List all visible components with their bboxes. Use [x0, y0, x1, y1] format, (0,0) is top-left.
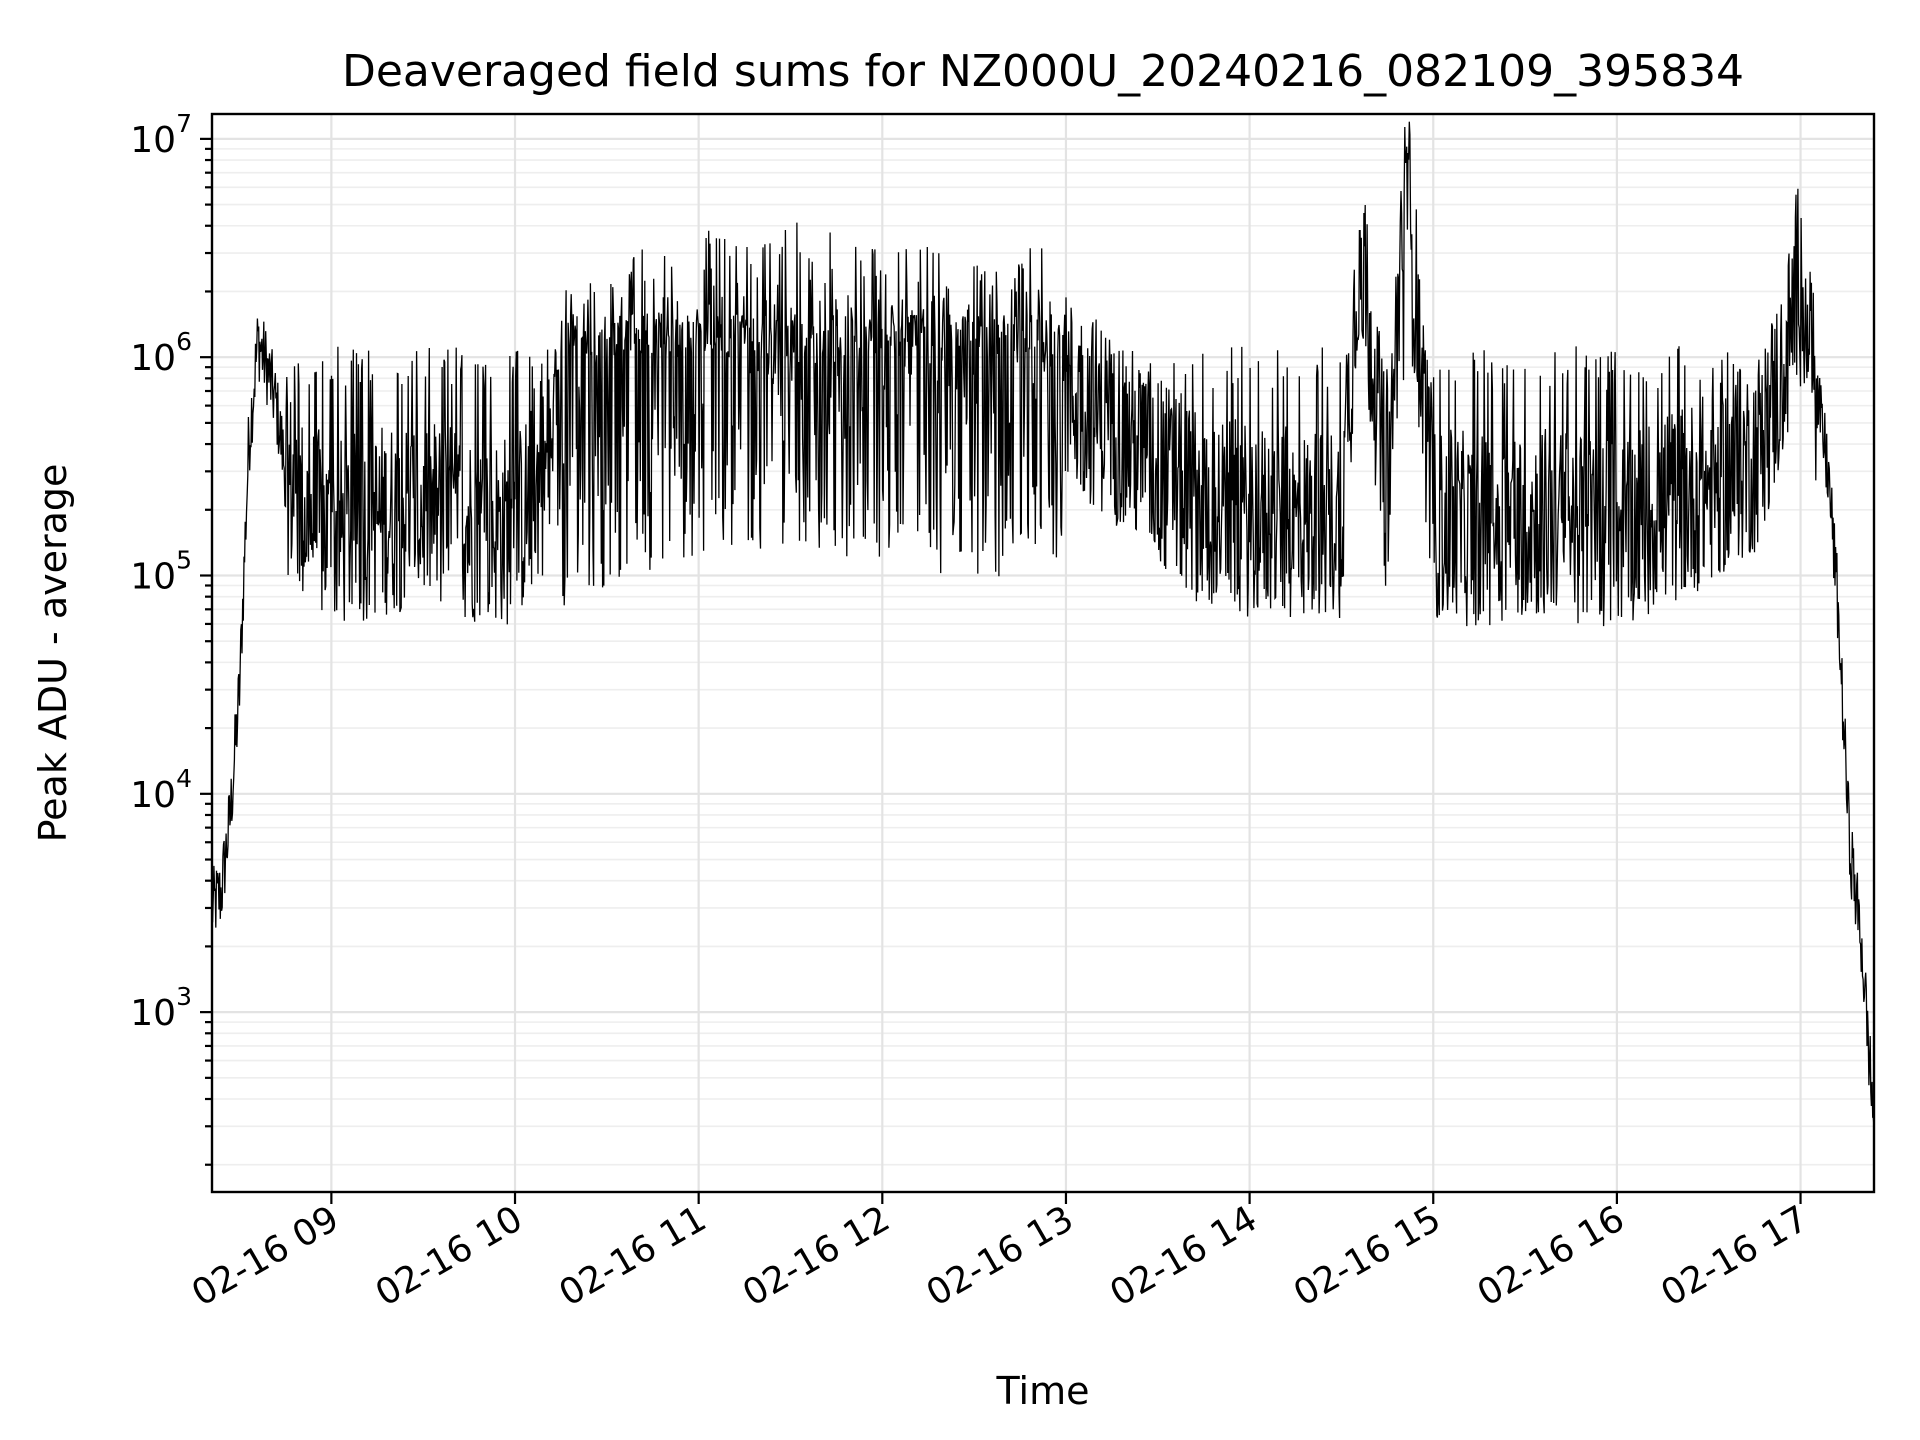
plot-area: [212, 121, 1874, 1129]
x-tick-label: 02-16 12: [736, 1198, 897, 1314]
x-tick-label: 02-16 14: [1103, 1198, 1264, 1314]
x-tick-label: 02-16 09: [185, 1198, 346, 1314]
y-tick-label: 107: [130, 109, 192, 161]
y-axis: 103 104 105 106 107: [130, 109, 212, 1166]
x-tick-label: 02-16 17: [1654, 1198, 1815, 1314]
x-axis: 02-16 09 02-16 10 02-16 11 02-16 12 02-16 13…: [185, 1192, 1815, 1315]
x-tick-label: 02-16 10: [369, 1198, 530, 1314]
major-grid: [212, 114, 1874, 1192]
series-line: [212, 121, 1874, 1129]
minor-grid: [212, 148, 1874, 1166]
x-tick-label: 02-16 15: [1287, 1198, 1448, 1314]
axes-frame: [210, 112, 1876, 1194]
x-axis-label: Time: [996, 1369, 1090, 1413]
x-tick-label: 02-16 16: [1471, 1198, 1632, 1314]
y-tick-label: 104: [130, 764, 192, 816]
y-tick-label: 103: [130, 982, 192, 1034]
x-tick-label: 02-16 13: [920, 1198, 1081, 1314]
y-axis-label: Peak ADU - average: [31, 464, 75, 843]
y-tick-label: 106: [130, 327, 192, 379]
chart-title: Deaveraged field sums for NZ000U_2024021…: [342, 46, 1744, 97]
x-tick-label: 02-16 11: [552, 1198, 713, 1314]
y-tick-label: 105: [130, 546, 192, 598]
